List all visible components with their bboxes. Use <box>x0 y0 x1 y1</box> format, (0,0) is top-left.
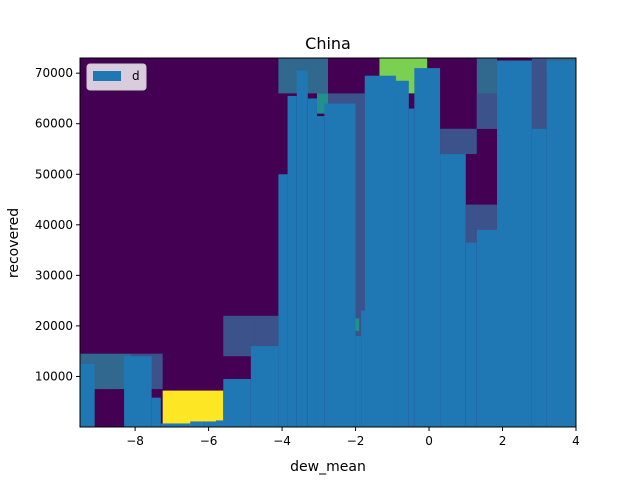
bar <box>201 421 224 427</box>
bar <box>278 174 288 427</box>
heatmap-cell <box>223 315 255 357</box>
x-tick-label: −4 <box>273 434 291 448</box>
bar <box>364 75 396 428</box>
x-tick-label: 2 <box>499 434 507 448</box>
bar <box>497 60 532 427</box>
bar <box>160 423 191 427</box>
bar <box>531 128 547 427</box>
y-tick-label: 40000 <box>35 218 73 232</box>
bar <box>546 60 576 427</box>
bar <box>476 229 498 427</box>
plot-area <box>80 58 576 428</box>
bar-series <box>80 60 576 428</box>
x-tick-label: −8 <box>126 434 144 448</box>
bar <box>287 95 297 428</box>
y-tick-label: 20000 <box>35 319 73 333</box>
bar <box>395 80 409 427</box>
x-tick-label: −6 <box>200 434 218 448</box>
bar <box>223 378 251 427</box>
heatmap-cell <box>316 93 328 114</box>
bar <box>151 397 161 427</box>
bar <box>324 103 356 427</box>
bar <box>215 420 224 427</box>
legend: d <box>86 63 147 91</box>
bar <box>408 108 415 427</box>
x-tick-label: 4 <box>572 434 580 448</box>
bar <box>361 310 367 427</box>
bar <box>307 98 317 427</box>
legend-swatch <box>93 71 121 81</box>
axes-frame <box>79 57 577 428</box>
y-tick-label: 30000 <box>35 268 73 282</box>
bar <box>414 68 441 427</box>
y-axis-label: recovered <box>6 208 22 278</box>
x-axis-label: dew_mean <box>290 459 366 475</box>
heatmap-cell <box>531 58 547 132</box>
x-axis: −8 −6 −4 −2 0 2 4 <box>126 427 580 448</box>
y-axis: 10000 20000 30000 40000 50000 60000 70000 <box>35 66 80 383</box>
bar <box>124 356 152 427</box>
bar <box>80 363 95 427</box>
heatmap-cell <box>476 93 498 129</box>
y-tick-label: 10000 <box>35 369 73 383</box>
x-tick-label: 0 <box>425 434 433 448</box>
heatmap-cell <box>353 318 360 331</box>
y-tick-label: 50000 <box>35 167 73 181</box>
legend-label: d <box>132 69 140 83</box>
bar <box>465 242 477 427</box>
bar <box>250 346 279 427</box>
bar <box>296 70 308 427</box>
bar <box>316 116 325 428</box>
bar <box>440 154 466 428</box>
y-tick-label: 70000 <box>35 66 73 80</box>
heatmap-cell <box>440 128 477 155</box>
chart-title: China <box>305 34 351 53</box>
heatmap-cell <box>162 390 224 427</box>
bar <box>190 421 202 427</box>
bar <box>355 336 362 427</box>
y-tick-label: 60000 <box>35 117 73 131</box>
x-tick-label: −2 <box>347 434 365 448</box>
